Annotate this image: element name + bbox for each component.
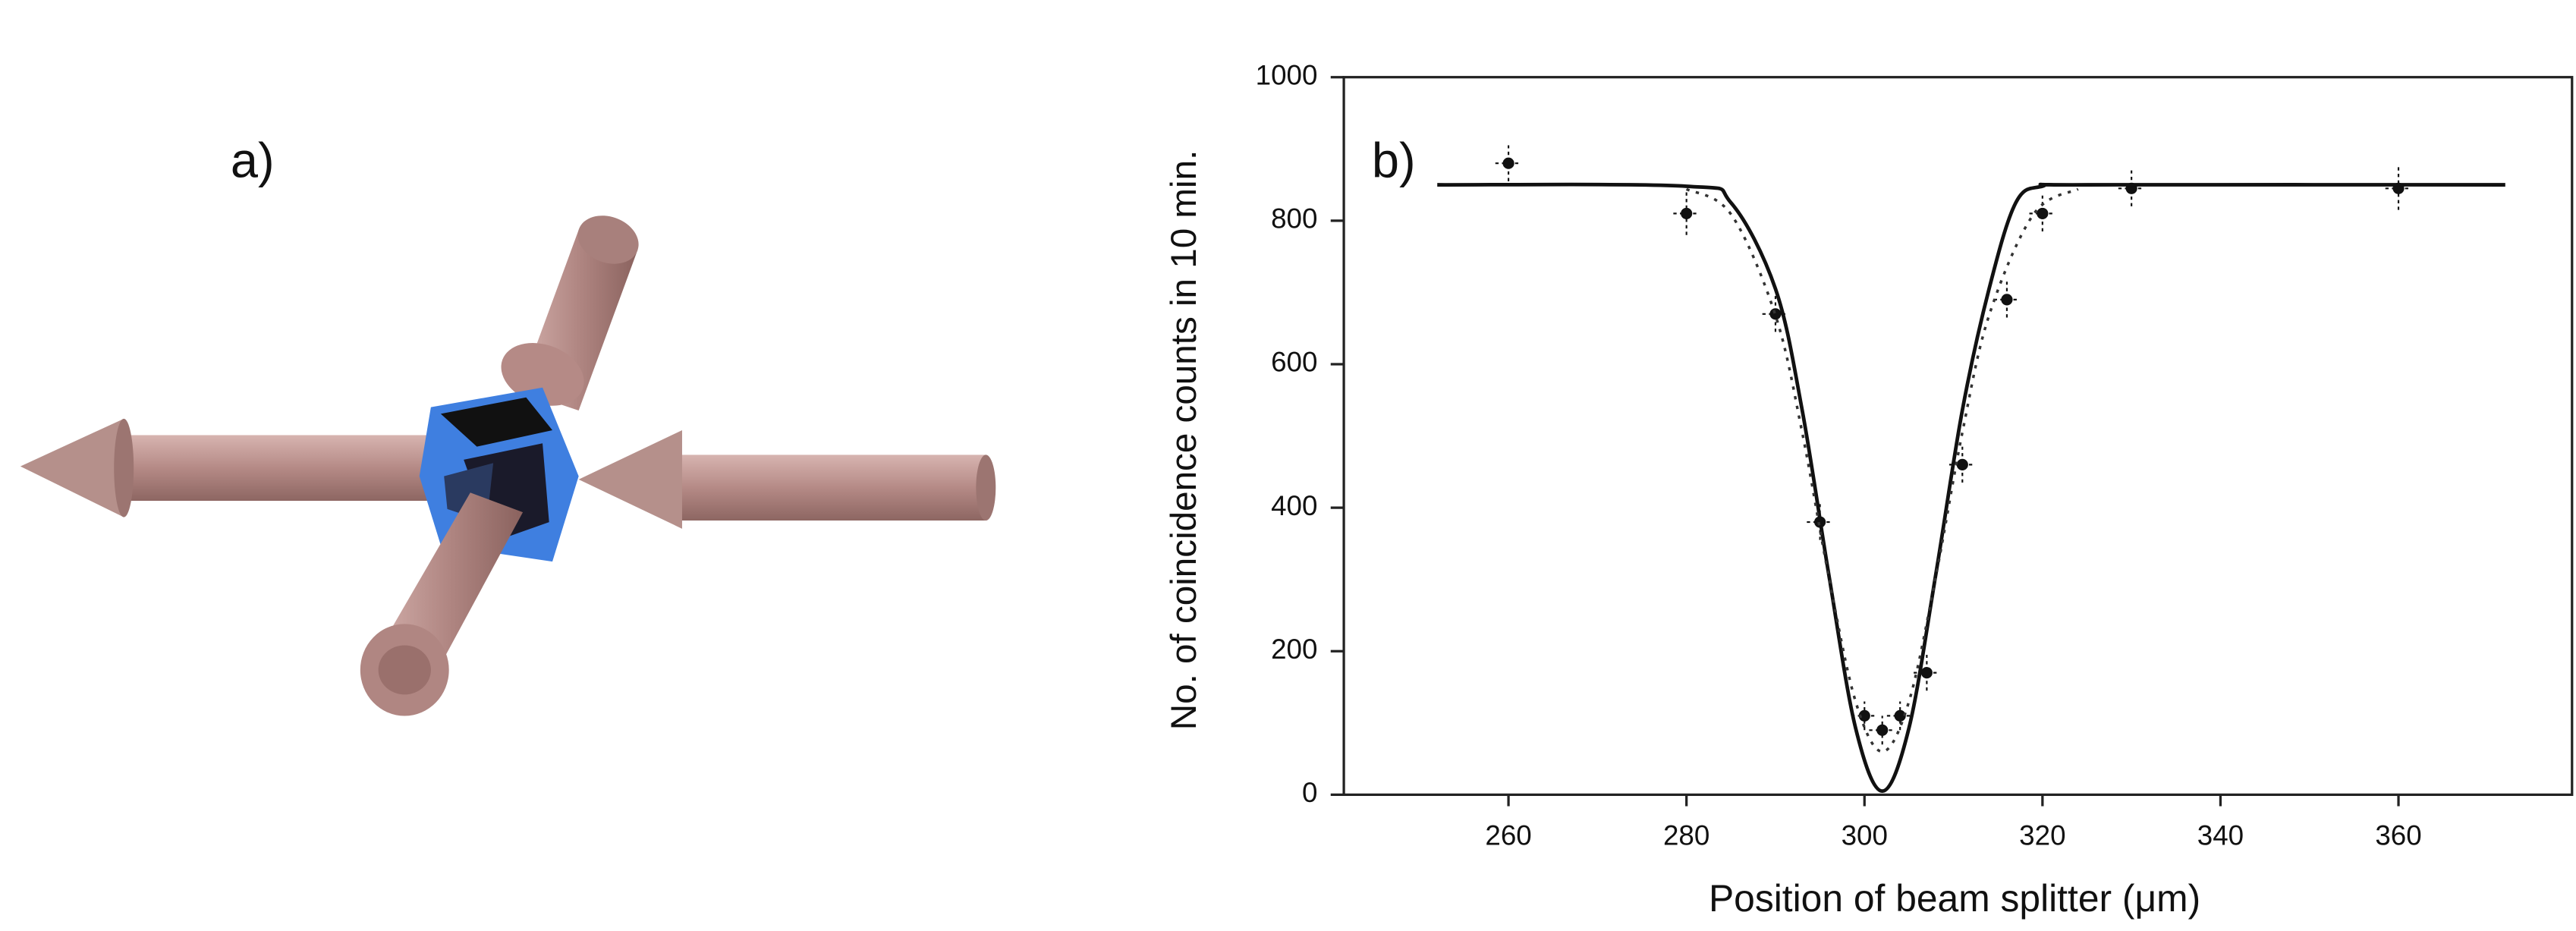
y-tick-label: 200	[1271, 634, 1317, 665]
data-point	[2001, 294, 2013, 306]
data-point	[1769, 308, 1782, 320]
data-point	[1681, 207, 1693, 219]
tube-upper	[501, 215, 639, 411]
y-tick-label: 600	[1271, 347, 1317, 378]
x-tick-label: 320	[2019, 819, 2065, 851]
y-tick-label: 800	[1271, 203, 1317, 234]
data-point	[1876, 724, 1889, 736]
data-point	[2037, 207, 2049, 219]
y-axis-label: No. of coincidence counts in 10 min.	[1164, 150, 1204, 731]
tube-lower	[360, 492, 524, 716]
data-point	[1920, 667, 1933, 679]
arrow-right	[578, 429, 996, 529]
data-point	[1858, 709, 1870, 722]
panel-b: 0 200 400 600 800 1000 260 280 300 320 340 360 Posit…	[1164, 59, 2574, 920]
data-point	[1956, 458, 1968, 470]
x-tick-label: 260	[1485, 819, 1531, 851]
panel-label: a)	[231, 133, 275, 188]
curve	[1437, 182, 2505, 794]
data-point	[1502, 157, 1514, 169]
x-tick-label: 280	[1663, 819, 1709, 851]
arrow-left	[20, 418, 436, 517]
y-tick-label: 0	[1302, 777, 1317, 808]
x-axis-label: Position of beam splitter (μm)	[1709, 877, 2200, 920]
panel-a: a)	[20, 133, 996, 716]
plot-frame	[1342, 76, 2574, 797]
x-tick-label: 340	[2197, 819, 2244, 851]
y-tick-label: 1000	[1256, 59, 1318, 90]
panel-label: b)	[1372, 133, 1416, 188]
data-point	[1894, 709, 1906, 722]
curve	[1685, 187, 2079, 753]
x-tick-label: 360	[2375, 819, 2421, 851]
y-tick-label: 400	[1271, 490, 1317, 521]
x-tick-label: 300	[1842, 819, 1888, 851]
